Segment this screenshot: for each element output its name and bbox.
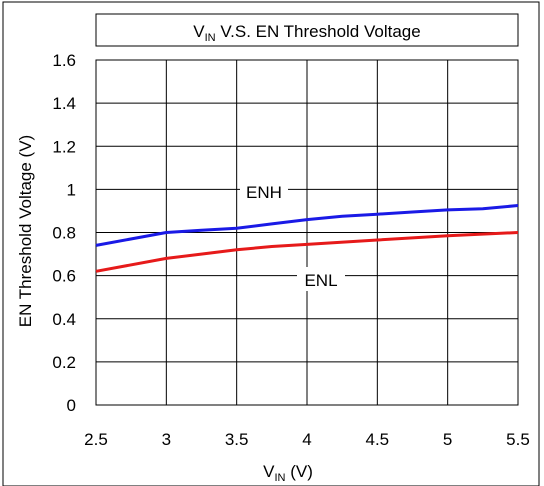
chart-title-main: V [193, 22, 205, 41]
x-tick-label: 5.5 [506, 430, 530, 449]
series-lines: ENH ENL [95, 179, 519, 291]
tick-labels: 2.5 3 3.5 4 4.5 5 5.5 0 0.2 0.4 0.6 0.8 1 1.2 1.4 1.6 [52, 51, 529, 449]
y-tick-label: 1.2 [52, 137, 76, 156]
y-tick-label: 0.8 [52, 224, 76, 243]
x-tick-label: 3.5 [225, 430, 249, 449]
chart-title: VIN V.S. EN Threshold Voltage [193, 22, 420, 44]
y-tick-label: 0.4 [52, 310, 76, 329]
x-tick-label: 3 [162, 430, 171, 449]
series-line-enl [95, 231, 519, 273]
y-tick-label: 0 [67, 396, 76, 415]
series-label-bg [297, 267, 345, 291]
y-tick-label: 1.6 [52, 51, 76, 70]
x-tick-label: 4.5 [366, 430, 390, 449]
chart-title-rest: V.S. EN Threshold Voltage [216, 22, 421, 41]
series-label-enh: ENH [246, 183, 282, 202]
series-line-enh [95, 204, 519, 247]
x-axis-title: VIN (V) [263, 462, 313, 484]
x-tick-label: 5 [443, 430, 452, 449]
x-tick-label: 2.5 [84, 430, 108, 449]
x-axis-title-main: V [263, 462, 275, 481]
series-label-bg [240, 179, 288, 203]
x-tick-label: 4 [302, 430, 311, 449]
y-tick-label: 1 [67, 180, 76, 199]
y-tick-label: 0.2 [52, 353, 76, 372]
title-box [95, 13, 519, 47]
y-axis-title: EN Threshold Voltage (V) [16, 135, 35, 327]
y-tick-label: 0.6 [52, 267, 76, 286]
y-tick-label: 1.4 [52, 94, 76, 113]
chart-title-sub: IN [205, 32, 216, 44]
x-axis-title-rest: (V) [285, 462, 312, 481]
x-axis-title-sub: IN [274, 472, 285, 484]
series-label-enl: ENL [304, 271, 337, 290]
